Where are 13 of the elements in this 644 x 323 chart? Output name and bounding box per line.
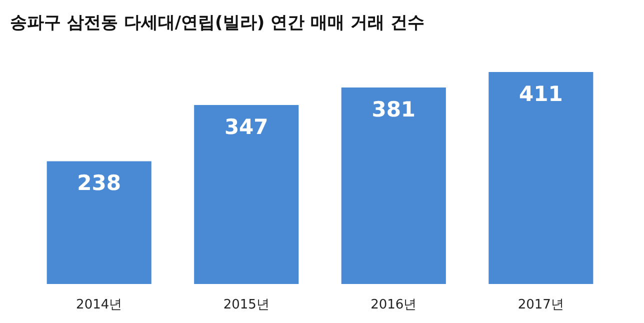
bar	[488, 72, 594, 284]
data-label: 347	[224, 115, 268, 140]
bar	[46, 161, 152, 284]
x-tick-label: 2015년	[223, 298, 270, 312]
data-label: 381	[372, 97, 416, 122]
x-tick-label: 2017년	[518, 298, 564, 312]
data-label: 238	[77, 171, 122, 196]
x-tick-label: 2014년	[76, 298, 122, 312]
bar	[341, 87, 446, 284]
chart-title: 송파구 삼전동 다세대/연립(빌라) 연간 매매 거래 건수	[10, 13, 424, 33]
bar	[194, 105, 299, 284]
data-label: 411	[518, 82, 563, 106]
x-tick-label: 2016년	[370, 298, 417, 312]
